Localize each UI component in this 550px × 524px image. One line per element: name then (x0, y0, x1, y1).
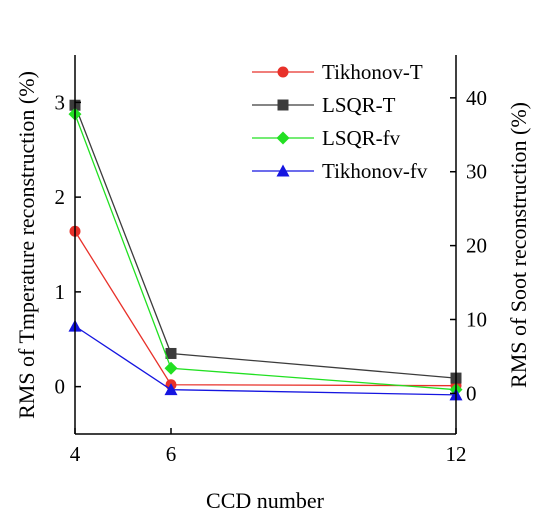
y-right-tick-label: 20 (466, 234, 487, 258)
legend-label-4: Tikhonov-fv (322, 159, 428, 183)
legend-label-2: LSQR-T (322, 93, 396, 117)
y-axis-right-title: RMS of Soot reconstruction (%) (506, 102, 531, 388)
x-tick-label: 12 (446, 442, 467, 466)
y-axis-left-title: RMS of Tmperature reconstruction (%) (14, 71, 39, 419)
x-axis-title: CCD number (206, 488, 325, 513)
y-left-tick-label: 3 (55, 90, 66, 114)
legend-label-3: LSQR-fv (322, 126, 401, 150)
y-right-tick-label: 0 (466, 381, 477, 405)
y-right-tick-label: 40 (466, 86, 487, 110)
y-right-tick-label: 30 (466, 160, 487, 184)
legend: Tikhonov-T LSQR-T LSQR-fv Tikhonov-fv (252, 60, 428, 183)
y-right-tick-label: 10 (466, 307, 487, 331)
plot-area (68, 99, 463, 401)
legend-marker-2 (277, 99, 289, 111)
data-point-4-2 (164, 383, 178, 396)
x-tick-label: 4 (70, 442, 81, 466)
y-left-tick-label: 2 (55, 185, 66, 209)
y-left-tick-label: 0 (55, 375, 66, 399)
y-left-tick-label: 1 (55, 280, 66, 304)
data-point-2-2 (165, 347, 177, 359)
data-point-3-2 (164, 361, 178, 375)
legend-marker-1 (277, 66, 289, 78)
legend-marker-4 (276, 164, 290, 177)
legend-marker-3 (276, 131, 290, 145)
x-tick-label: 6 (166, 442, 177, 466)
legend-label-1: Tikhonov-T (322, 60, 423, 84)
